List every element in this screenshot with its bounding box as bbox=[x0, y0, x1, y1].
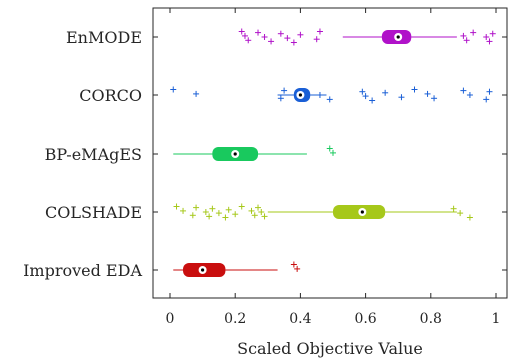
outlier-point bbox=[245, 37, 252, 44]
outlier-point bbox=[258, 209, 265, 215]
outlier-point bbox=[483, 34, 490, 40]
box-improved-eda bbox=[153, 261, 507, 277]
outlier-point bbox=[316, 92, 323, 98]
outlier-point bbox=[313, 36, 320, 43]
y-category-label: COLSHADE bbox=[45, 203, 142, 222]
outlier-point bbox=[222, 214, 229, 221]
x-tick-label: 0.4 bbox=[289, 311, 311, 327]
outlier-point bbox=[483, 96, 490, 103]
y-category-label: CORCO bbox=[79, 86, 142, 105]
outlier-point bbox=[180, 207, 187, 214]
median-marker bbox=[360, 210, 364, 214]
outlier-point bbox=[251, 212, 258, 219]
outlier-point bbox=[326, 96, 333, 103]
outlier-point bbox=[326, 145, 333, 152]
outlier-point bbox=[209, 205, 216, 212]
outlier-point bbox=[411, 86, 418, 93]
outlier-point bbox=[369, 97, 376, 104]
outlier-point bbox=[261, 34, 268, 40]
median-marker bbox=[201, 268, 205, 272]
outlier-point bbox=[457, 210, 464, 217]
outlier-point bbox=[193, 90, 200, 97]
y-category-label: Improved EDA bbox=[23, 261, 142, 280]
outlier-point bbox=[316, 28, 323, 35]
outlier-point bbox=[398, 94, 405, 101]
outlier-point bbox=[470, 29, 477, 36]
outlier-point bbox=[189, 212, 196, 219]
outlier-point bbox=[330, 149, 336, 156]
outlier-point bbox=[463, 37, 470, 44]
outlier-point bbox=[170, 86, 177, 93]
outlier-point bbox=[359, 88, 366, 95]
outlier-point bbox=[290, 261, 297, 268]
outlier-point bbox=[362, 93, 369, 100]
outlier-point bbox=[238, 28, 245, 35]
outlier-point bbox=[450, 205, 457, 212]
median-marker bbox=[396, 35, 400, 39]
outlier-point bbox=[460, 87, 467, 94]
x-axis-title: Scaled Objective Value bbox=[237, 339, 423, 358]
outlier-point bbox=[248, 207, 255, 214]
outlier-point bbox=[241, 32, 248, 39]
x-tick-label: 0.2 bbox=[224, 311, 246, 327]
box-bp-emages bbox=[153, 145, 507, 161]
outlier-point bbox=[206, 213, 213, 220]
outlier-point bbox=[489, 30, 496, 37]
box-corco bbox=[153, 86, 507, 104]
outlier-point bbox=[261, 213, 268, 220]
outlier-point bbox=[193, 204, 200, 211]
outlier-point bbox=[284, 35, 291, 42]
outlier-point bbox=[486, 88, 493, 95]
plot-area bbox=[152, 7, 508, 299]
outlier-point bbox=[466, 92, 473, 98]
outlier-point bbox=[215, 210, 222, 217]
x-axis-ticks: 0 0.2 0.4 0.6 0.8 1 bbox=[166, 8, 501, 327]
x-tick-label: 1 bbox=[492, 311, 501, 327]
outlier-point bbox=[290, 39, 297, 46]
outlier-point bbox=[281, 87, 288, 94]
y-category-label: BP-eMAgES bbox=[45, 145, 142, 164]
outlier-point bbox=[202, 209, 209, 215]
x-tick-label: 0.8 bbox=[420, 311, 442, 327]
outlier-point bbox=[294, 265, 301, 272]
box-series bbox=[153, 28, 507, 277]
outlier-point bbox=[382, 89, 389, 96]
outlier-point bbox=[255, 29, 262, 36]
outlier-point bbox=[268, 38, 275, 45]
y-category-label: EnMODE bbox=[66, 28, 142, 47]
median-marker bbox=[233, 152, 237, 156]
y-axis-labels: EnMODE CORCO BP-eMAgES COLSHADE Improved EDA bbox=[23, 28, 142, 280]
outlier-point bbox=[225, 206, 232, 213]
outlier-point bbox=[232, 211, 239, 218]
outlier-point bbox=[460, 32, 467, 39]
outlier-point bbox=[486, 38, 493, 45]
outlier-point bbox=[277, 95, 284, 102]
outlier-point bbox=[466, 214, 473, 221]
outlier-point bbox=[297, 31, 304, 38]
x-tick-label: 0.6 bbox=[354, 311, 376, 327]
box-colshade bbox=[153, 203, 507, 221]
outlier-point bbox=[424, 90, 431, 97]
x-tick-label: 0 bbox=[166, 311, 175, 327]
outlier-point bbox=[431, 95, 438, 102]
box-enmode bbox=[153, 28, 507, 46]
outlier-point bbox=[277, 30, 284, 37]
median-marker bbox=[298, 93, 302, 97]
outlier-point bbox=[255, 204, 262, 211]
outlier-point bbox=[238, 203, 245, 210]
outlier-point bbox=[173, 203, 180, 210]
